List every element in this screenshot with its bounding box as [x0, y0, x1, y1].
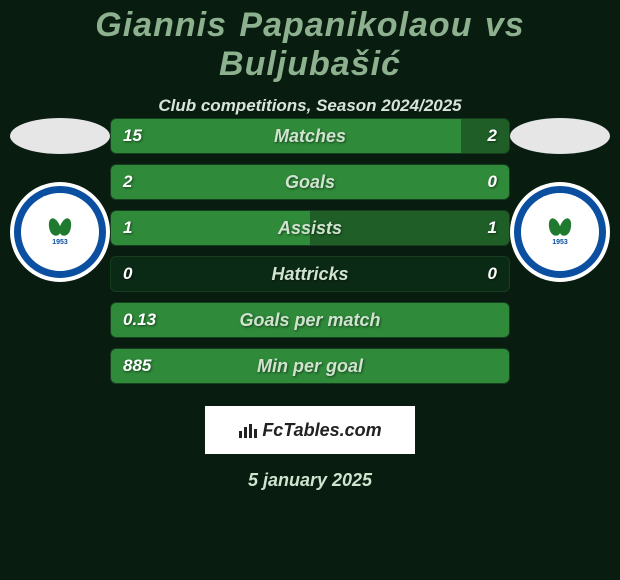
- stat-label: Hattricks: [111, 257, 509, 291]
- stat-label: Assists: [111, 211, 509, 245]
- stat-label: Goals per match: [111, 303, 509, 337]
- club-badge-right: ÇAYKUR RİZESPOR 1953 KULÜBÜ: [510, 182, 610, 282]
- leaf-icon: [547, 218, 573, 238]
- stats-container: 152Matches 20Goals 11Assists 00Hattricks 0.1…: [110, 118, 510, 394]
- fctables-logo: FcTables.com: [205, 406, 415, 454]
- stat-row: 11Assists: [110, 210, 510, 246]
- stat-row: 152Matches: [110, 118, 510, 154]
- player-left-avatar: [10, 118, 110, 154]
- page-subtitle: Club competitions, Season 2024/2025: [0, 96, 620, 116]
- stat-label: Goals: [111, 165, 509, 199]
- stat-row: 885Min per goal: [110, 348, 510, 384]
- logo-text: FcTables.com: [262, 420, 381, 441]
- club-badge-year: 1953: [52, 239, 68, 246]
- player-right-column: ÇAYKUR RİZESPOR 1953 KULÜBÜ: [500, 118, 620, 282]
- leaf-icon: [47, 218, 73, 238]
- barchart-icon: [238, 422, 258, 438]
- stat-row: 00Hattricks: [110, 256, 510, 292]
- club-badge-left: ÇAYKUR RİZESPOR 1953 KULÜBÜ: [10, 182, 110, 282]
- stat-row: 20Goals: [110, 164, 510, 200]
- player-right-avatar: [510, 118, 610, 154]
- stat-label: Matches: [111, 119, 509, 153]
- player-left-column: ÇAYKUR RİZESPOR 1953 KULÜBÜ: [0, 118, 120, 282]
- stat-row: 0.13Goals per match: [110, 302, 510, 338]
- page-title: Giannis Papanikolaou vs Buljubašić: [0, 0, 620, 84]
- date: 5 january 2025: [0, 470, 620, 491]
- stat-label: Min per goal: [111, 349, 509, 383]
- club-badge-bot-text: KULÜBÜ: [21, 261, 99, 268]
